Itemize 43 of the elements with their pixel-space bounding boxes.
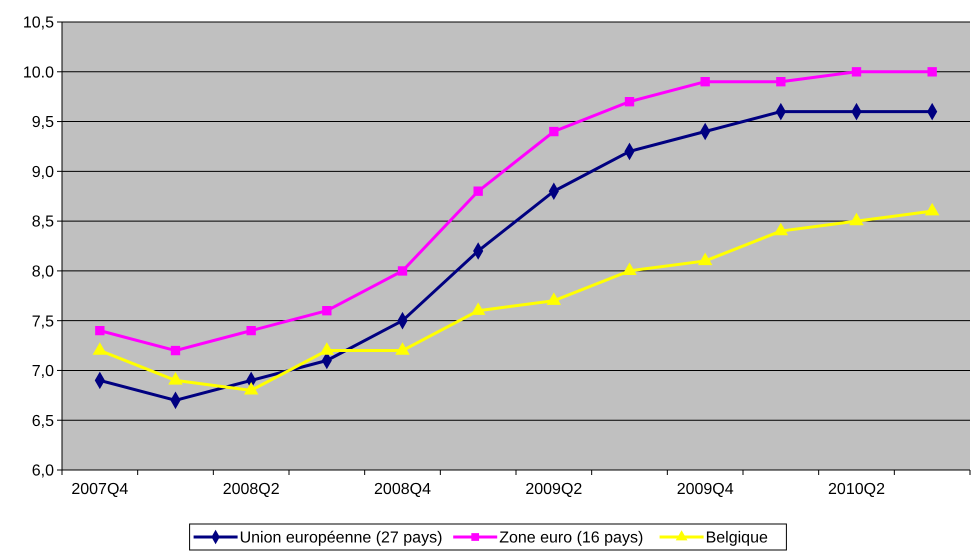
y-tick-label: 8,0 (32, 263, 54, 280)
point (698, 253, 712, 266)
point (398, 266, 408, 276)
y-tick-label: 8,5 (32, 214, 54, 231)
point (396, 342, 410, 355)
x-tick-label: 2008Q4 (374, 481, 432, 498)
y-tick-label: 10.0 (22, 64, 54, 82)
y-tick-label: 7,5 (32, 313, 54, 330)
point (852, 67, 862, 76)
point (549, 126, 559, 136)
point (546, 292, 561, 305)
y-tick-label: 9,0 (32, 164, 54, 181)
point (624, 96, 634, 106)
y-tick-label: 7,0 (32, 363, 54, 380)
point (471, 302, 486, 315)
point (170, 346, 180, 356)
x-tick-label: 2009Q2 (525, 481, 582, 498)
y-tick-label: 6,0 (32, 462, 54, 480)
point (622, 263, 636, 276)
point (322, 306, 332, 316)
point (925, 203, 940, 216)
y-tick-label: 6,5 (32, 412, 54, 430)
x-tick-label: 2007Q4 (71, 481, 128, 498)
point (244, 382, 258, 395)
legend-label: Union européenne (27 pays) (240, 530, 442, 547)
point (246, 326, 256, 336)
point (92, 342, 107, 355)
point (95, 326, 105, 336)
point (473, 186, 483, 196)
y-tick-label: 10,5 (22, 14, 54, 32)
point (776, 77, 786, 86)
x-tick-label: 2010Q2 (828, 481, 886, 498)
point (168, 372, 182, 385)
point (774, 223, 788, 236)
point (850, 213, 864, 226)
point (320, 342, 334, 355)
point (700, 77, 710, 86)
y-tick-label: 9,5 (32, 114, 54, 132)
point (927, 67, 937, 76)
x-tick-label: 2008Q2 (222, 481, 280, 498)
legend-label: Belgique (706, 530, 768, 547)
legend-label: Zone euro (16 pays) (499, 530, 644, 547)
x-tick-label: 2009Q4 (676, 481, 734, 498)
